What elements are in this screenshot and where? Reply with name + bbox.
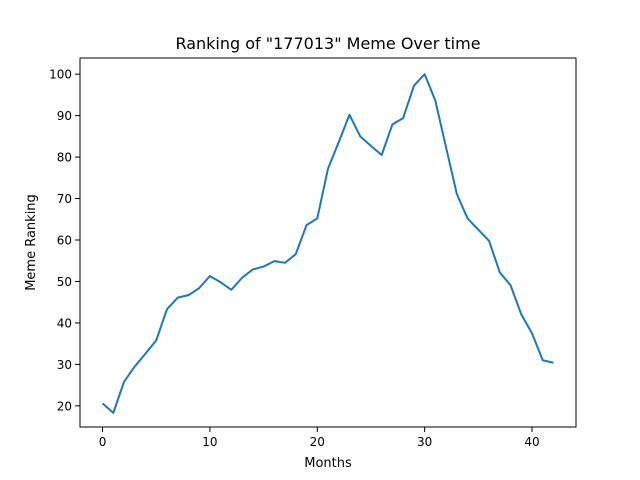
- y-axis-label: Meme Ranking: [24, 194, 39, 291]
- x-tick-label: 0: [99, 435, 107, 449]
- x-tick-label: 20: [310, 435, 325, 449]
- axes-frame: [79, 57, 577, 428]
- chart-title: Ranking of "177013" Meme Over time: [175, 34, 480, 53]
- x-tick-label: 10: [202, 435, 217, 449]
- y-tick-label: 80: [57, 151, 72, 165]
- y-tick-label: 50: [57, 275, 72, 289]
- x-axis-label: Months: [304, 456, 352, 471]
- x-axis: 0 10 20 30 40: [99, 427, 540, 449]
- y-tick-label: 100: [49, 68, 72, 82]
- x-tick-label: 40: [524, 435, 539, 449]
- y-tick-label: 60: [57, 234, 72, 248]
- plot-area: [101, 73, 554, 414]
- x-tick-label: 30: [417, 435, 432, 449]
- y-tick-label: 40: [57, 316, 72, 330]
- y-tick-label: 30: [57, 358, 72, 372]
- y-tick-label: 70: [57, 192, 72, 206]
- series-line-0: [101, 73, 554, 414]
- y-tick-label: 20: [57, 399, 72, 413]
- y-axis: 20 30 40 50 60 70 80 90 100: [49, 68, 80, 413]
- y-tick-label: 90: [57, 109, 72, 123]
